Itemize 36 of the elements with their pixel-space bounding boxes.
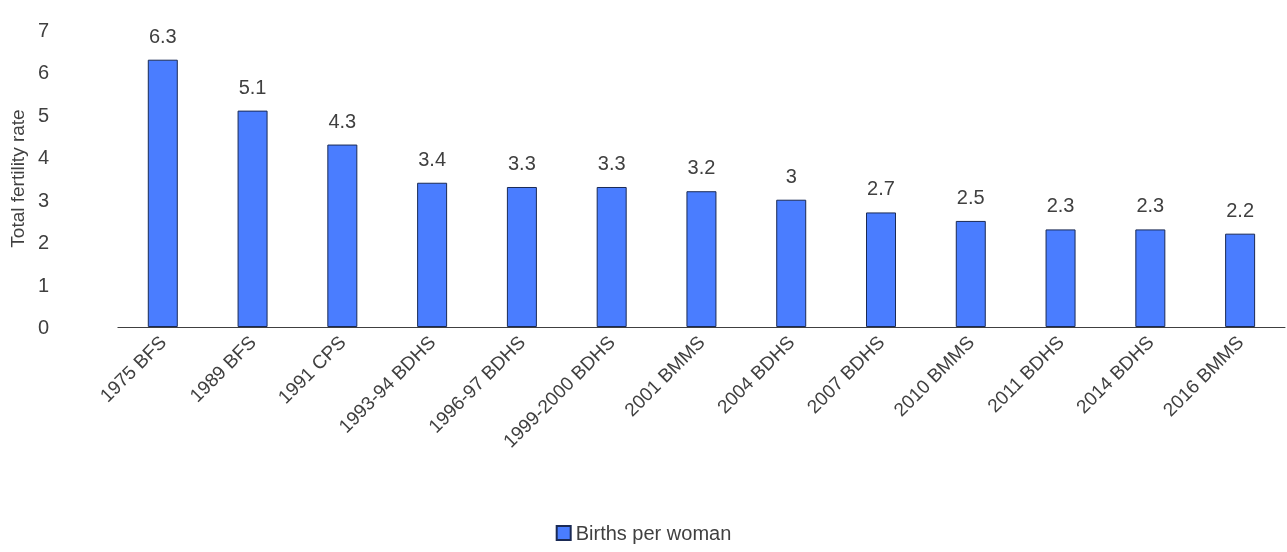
legend-label: Births per woman <box>575 522 732 544</box>
data-label: 6.3 <box>148 24 177 47</box>
bar <box>955 220 986 327</box>
y-tick-label: 7 <box>37 19 50 41</box>
data-label: 2.3 <box>1136 194 1165 217</box>
bar <box>866 212 896 327</box>
data-label: 4.3 <box>328 109 357 132</box>
bar <box>506 186 537 327</box>
y-tick-label: 2 <box>37 231 50 254</box>
y-tick-label: 4 <box>37 146 50 169</box>
data-label: 2.3 <box>1046 194 1075 217</box>
data-label: 3 <box>785 164 797 187</box>
data-label: 3.3 <box>597 151 626 174</box>
bar <box>596 186 627 327</box>
data-label: 2.5 <box>956 185 985 208</box>
data-label: 3.4 <box>418 147 447 170</box>
data-label: 3.2 <box>687 156 716 179</box>
bar <box>776 199 807 327</box>
y-axis-title: Total fertility rate <box>7 109 28 248</box>
data-label: 5.1 <box>238 75 267 98</box>
bar <box>327 144 358 327</box>
data-label: 2.7 <box>867 177 895 200</box>
bar <box>237 110 268 327</box>
data-label: 3.3 <box>507 151 536 174</box>
bar <box>417 182 448 327</box>
y-tick-label: 6 <box>37 61 50 84</box>
bar <box>686 191 717 327</box>
y-tick-label: 1 <box>37 273 50 296</box>
bar <box>1045 229 1076 327</box>
bar <box>1135 229 1166 327</box>
y-tick-label: 0 <box>37 316 50 338</box>
data-label: 2.2 <box>1226 198 1255 221</box>
bar <box>1225 233 1256 327</box>
y-tick-label: 5 <box>37 103 50 126</box>
y-tick-label: 3 <box>37 188 50 211</box>
bar <box>147 59 178 327</box>
